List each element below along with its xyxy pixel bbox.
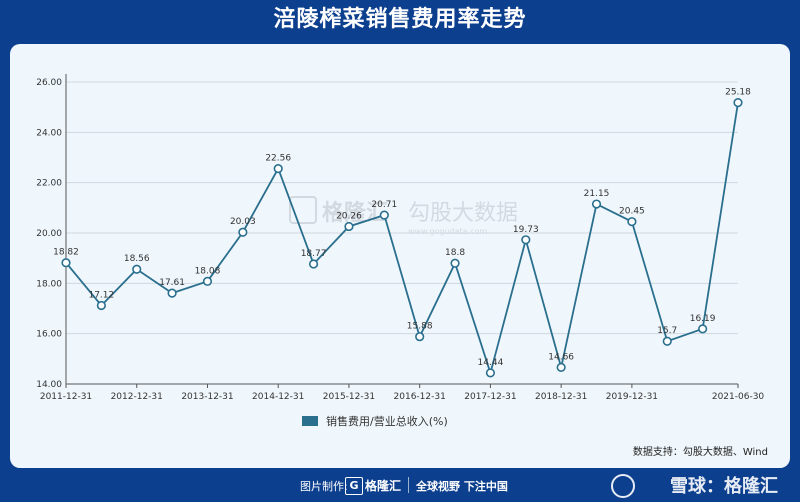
legend-label: 销售费用/营业总收入(%)	[326, 414, 448, 428]
data-label: 18.8	[445, 248, 465, 258]
data-label: 15.88	[407, 322, 433, 332]
x-tick-label: 2019-12-31	[606, 392, 658, 402]
y-tick-label: 24.00	[36, 128, 62, 138]
data-point	[627, 217, 637, 227]
data-label: 17.12	[88, 290, 114, 300]
x-tick-label: 2017-12-31	[464, 392, 516, 402]
page-title: 涪陵榨菜销售费用率走势	[273, 7, 527, 32]
data-point	[238, 227, 248, 237]
source-note: 数据支持：勾股大数据、Wind	[632, 447, 768, 458]
slogan: 全球视野 下注中国	[416, 480, 508, 493]
data-label: 19.73	[513, 225, 539, 235]
y-tick-label: 22.00	[36, 179, 62, 189]
xueqiu-logo-icon	[611, 474, 635, 498]
watermark-site: 勾股大数据	[408, 201, 518, 226]
data-point	[698, 324, 708, 334]
x-tick-label: 2015-12-31	[323, 392, 375, 402]
xueqiu-watermark: 雪球：格隆汇	[670, 476, 778, 497]
data-point	[733, 98, 743, 108]
data-point	[415, 332, 425, 342]
data-label: 20.03	[230, 217, 256, 227]
axes: 14.00 16.00 18.00 20.00 22.00 24.00 26.00 2011-…	[36, 74, 764, 402]
data-label: 14.66	[548, 352, 574, 362]
data-label: 18.82	[53, 248, 79, 258]
legend-swatch	[302, 416, 318, 426]
data-label: 18.08	[195, 266, 221, 276]
divider	[408, 477, 409, 493]
brand-name: 格隆汇	[365, 479, 402, 493]
data-label: 25.18	[725, 88, 751, 98]
data-point	[308, 259, 319, 269]
data-point	[485, 368, 496, 378]
line-chart: 格隆汇 勾股大数据 www.gogudata.com 14.0016.0018.…	[36, 74, 764, 428]
data-label: 22.56	[265, 154, 291, 164]
data-point	[344, 221, 354, 232]
x-tick-label: 2014-12-31	[252, 392, 304, 402]
grid	[66, 81, 738, 335]
credit-label: 图片制作:	[300, 480, 348, 493]
data-label: 18.77	[301, 249, 327, 259]
data-label: 15.7	[657, 326, 677, 336]
y-tick-label: 16.00	[36, 330, 62, 340]
y-tick-label: 26.00	[36, 78, 62, 88]
data-label: 14.44	[478, 358, 504, 368]
data-label: 21.15	[584, 189, 610, 199]
data-point	[61, 258, 71, 268]
data-point	[662, 336, 672, 346]
data-point	[556, 362, 566, 372]
data-label: 16.19	[690, 314, 716, 324]
watermark: 格隆汇 勾股大数据 www.gogudata.com	[289, 196, 518, 236]
x-tick-label: 2021-06-30	[712, 392, 765, 402]
data-point	[379, 210, 389, 220]
y-tick-label: 18.00	[36, 279, 62, 289]
data-point	[96, 300, 106, 311]
data-label: 20.45	[619, 207, 645, 217]
x-tick-label: 2016-12-31	[394, 392, 446, 402]
data-point	[450, 258, 460, 268]
x-tick-label: 2018-12-31	[535, 392, 587, 402]
watermark-brand: 格隆汇	[322, 200, 388, 226]
watermark-logo-icon	[289, 196, 317, 224]
data-point	[132, 264, 142, 274]
footer: 图片制作: G 格隆汇 全球视野 下注中国 雪球：格隆汇	[0, 468, 800, 502]
x-tick-label: 2012-12-31	[111, 392, 163, 402]
data-label: 17.61	[159, 278, 185, 288]
data-label: 20.26	[336, 211, 362, 221]
x-tick-label: 2011-12-31	[40, 392, 92, 402]
data-point	[591, 199, 602, 209]
y-tick-label: 14.00	[36, 380, 62, 390]
gelonghui-logo-icon: G	[345, 477, 363, 495]
series-path	[65, 102, 739, 377]
data-point	[202, 276, 213, 286]
data-label: 18.56	[124, 254, 150, 264]
data-point	[273, 163, 283, 174]
series-line: 18.82 17.12 18.56 17.61 18.08 20.03 22.56 18.77…	[53, 88, 751, 378]
watermark-url: www.gogudata.com	[408, 227, 487, 236]
data-label: 20.71	[371, 200, 397, 210]
y-tick-label: 20.00	[36, 229, 62, 239]
legend: 销售费用/营业总收入(%)	[302, 414, 448, 428]
data-point	[167, 288, 177, 298]
x-tick-label: 2013-12-31	[181, 392, 233, 402]
data-point	[521, 235, 531, 245]
chart-panel: 格隆汇 勾股大数据 www.gogudata.com 14.00 16.00 18.…	[10, 44, 790, 468]
